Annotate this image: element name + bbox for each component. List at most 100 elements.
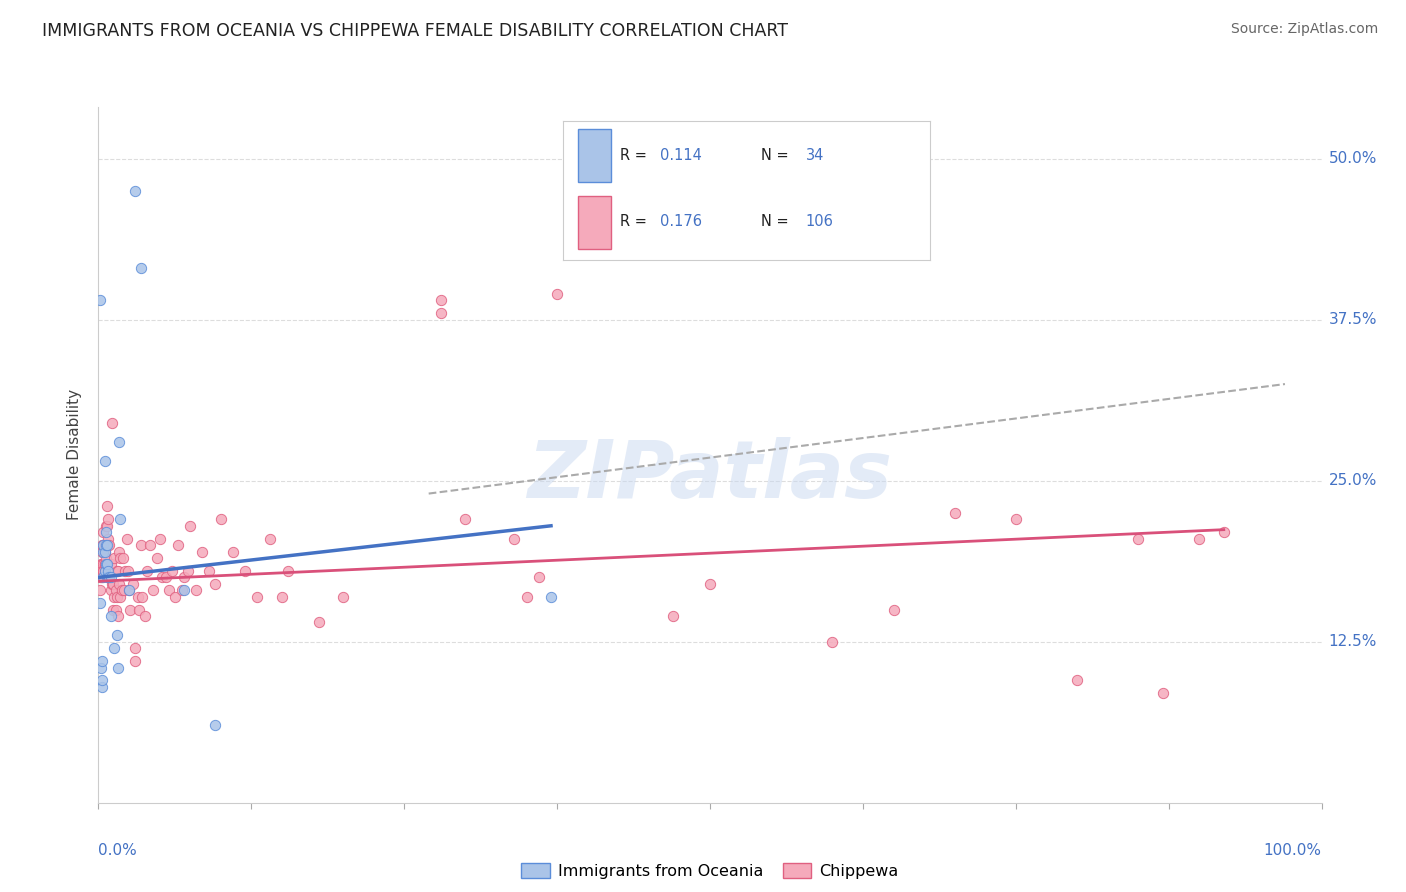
Point [108, 435, 131, 450]
Point [91, 538, 114, 552]
Point [503, 532, 526, 546]
Point [112, 583, 135, 598]
Point [93, 544, 115, 558]
Point [91, 570, 114, 584]
Point [94, 525, 117, 540]
Point [89, 596, 111, 610]
Point [100, 570, 122, 584]
Point [540, 590, 562, 604]
Point [1152, 686, 1174, 700]
Point [108, 544, 131, 558]
Point [91, 654, 114, 668]
Point [197, 564, 219, 578]
Point [1128, 532, 1150, 546]
Point [91, 564, 114, 578]
Point [91, 525, 114, 540]
Point [91, 673, 114, 688]
Point [131, 590, 153, 604]
Point [1066, 673, 1088, 688]
Point [96, 570, 118, 584]
Point [246, 590, 269, 604]
Point [107, 564, 129, 578]
Point [134, 609, 156, 624]
Point [149, 532, 172, 546]
Point [91, 558, 114, 572]
Point [90, 570, 112, 584]
Point [100, 609, 122, 624]
Point [94, 518, 117, 533]
Point [111, 551, 134, 566]
Point [105, 564, 128, 578]
Point [1004, 512, 1026, 526]
Point [222, 544, 245, 558]
Point [103, 551, 125, 566]
Point [93, 564, 115, 578]
Point [308, 615, 330, 630]
Point [94, 538, 117, 552]
Point [191, 544, 214, 558]
Point [1188, 532, 1211, 546]
Point [160, 564, 183, 578]
Point [124, 654, 146, 668]
Point [277, 564, 299, 578]
Point [117, 564, 139, 578]
Point [91, 570, 114, 584]
Text: 25.0%: 25.0% [1329, 473, 1376, 488]
Point [94, 538, 117, 552]
Point [97, 570, 120, 584]
Point [136, 564, 159, 578]
Text: 0.0%: 0.0% [98, 843, 138, 858]
Point [515, 590, 537, 604]
Point [111, 583, 134, 598]
Point [91, 544, 114, 558]
Point [91, 538, 114, 552]
Point [91, 564, 114, 578]
Point [124, 641, 146, 656]
Point [103, 590, 125, 604]
Point [94, 558, 117, 572]
Point [204, 718, 226, 732]
Point [142, 583, 165, 598]
Point [89, 293, 111, 308]
Point [115, 532, 138, 546]
Point [821, 634, 844, 648]
Point [89, 564, 111, 578]
Point [90, 558, 112, 572]
Text: IMMIGRANTS FROM OCEANIA VS CHIPPEWA FEMALE DISABILITY CORRELATION CHART: IMMIGRANTS FROM OCEANIA VS CHIPPEWA FEMA… [42, 22, 789, 40]
Point [91, 538, 114, 552]
Point [114, 564, 136, 578]
Point [96, 518, 118, 533]
Point [157, 583, 180, 598]
Point [179, 518, 201, 533]
Point [110, 551, 132, 566]
Point [94, 551, 117, 566]
Point [430, 306, 453, 320]
Point [150, 570, 173, 584]
Point [170, 583, 193, 598]
Point [118, 583, 141, 598]
Text: 12.5%: 12.5% [1329, 634, 1376, 649]
Point [101, 576, 124, 591]
Point [101, 602, 124, 616]
Point [98, 570, 121, 584]
Legend: Immigrants from Oceania, Chippewa: Immigrants from Oceania, Chippewa [515, 856, 905, 885]
Point [90, 564, 112, 578]
Point [96, 558, 118, 572]
Point [128, 602, 150, 616]
Point [527, 570, 550, 584]
Point [104, 602, 127, 616]
Point [89, 583, 111, 598]
Point [100, 558, 122, 572]
Point [101, 416, 124, 430]
Point [209, 512, 232, 526]
Point [93, 454, 115, 468]
Point [91, 544, 114, 558]
Point [101, 576, 124, 591]
Point [107, 660, 129, 674]
Point [943, 506, 966, 520]
Point [97, 512, 120, 526]
Point [104, 583, 127, 598]
Text: 37.5%: 37.5% [1329, 312, 1376, 327]
Text: Source: ZipAtlas.com: Source: ZipAtlas.com [1230, 22, 1378, 37]
Point [173, 583, 195, 598]
